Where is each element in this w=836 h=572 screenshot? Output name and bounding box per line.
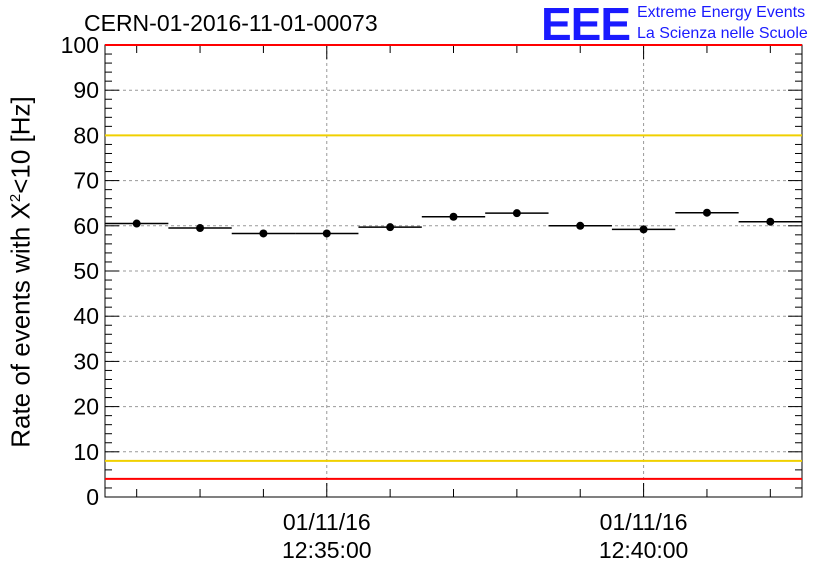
data-point <box>576 221 585 230</box>
logo-mark: EEE <box>541 0 631 50</box>
data-point <box>702 208 711 217</box>
y-tick-label: 40 <box>73 303 99 329</box>
y-tick-label: 80 <box>73 122 99 148</box>
x-tick-label-time: 12:40:00 <box>599 537 689 563</box>
x-tick-label-date: 01/11/16 <box>600 509 688 535</box>
x-tick-label-date: 01/11/16 <box>283 509 371 535</box>
logo-line-1: Extreme Energy Events <box>637 4 806 21</box>
data-point <box>386 223 395 232</box>
y-tick-label: 30 <box>73 348 99 374</box>
y-tick-label: 90 <box>73 77 99 103</box>
data-point <box>766 217 775 226</box>
y-tick-label: 10 <box>73 439 99 465</box>
data-point <box>132 219 141 228</box>
data-point <box>449 212 458 221</box>
y-tick-label: 70 <box>73 168 99 194</box>
y-tick-label: 0 <box>86 484 99 510</box>
y-tick-label: 20 <box>73 394 99 420</box>
data-point <box>196 224 205 233</box>
y-tick-label: 100 <box>61 32 99 58</box>
chart-title: CERN-01-2016-11-01-00073 <box>84 10 378 36</box>
data-point <box>322 229 331 238</box>
data-point <box>639 225 648 234</box>
data-point <box>512 209 521 218</box>
eee-logo: EEE Extreme Energy Events La Scienza nel… <box>541 0 831 50</box>
y-tick-label: 60 <box>73 213 99 239</box>
data-point <box>259 229 268 238</box>
x-tick-label-time: 12:35:00 <box>282 537 372 563</box>
y-tick-label: 50 <box>73 258 99 284</box>
logo-line-2: La Scienza nelle Scuole <box>637 25 808 42</box>
